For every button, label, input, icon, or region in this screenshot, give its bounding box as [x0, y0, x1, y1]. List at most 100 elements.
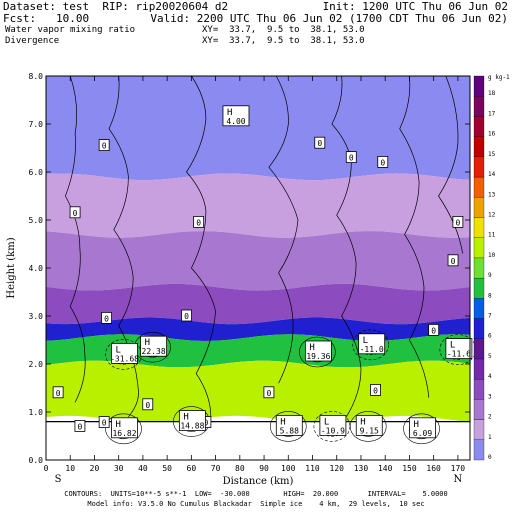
contour-label: 0 [380, 158, 385, 167]
contour-label: 0 [203, 419, 208, 428]
colorbar-unit: g kg-1 [488, 74, 510, 81]
contour-label: 0 [104, 314, 109, 323]
contour-label-box [74, 419, 86, 432]
extremum-box [358, 333, 386, 355]
x-tick-label: 140 [378, 464, 393, 473]
contour-label-box [101, 311, 112, 324]
x-tick-label: 70 [211, 464, 221, 473]
field2-label: Divergence [5, 36, 60, 46]
extremum-value: 4.00 [226, 117, 245, 126]
contour-label: 0 [78, 422, 83, 431]
moisture-band [46, 231, 470, 291]
colorbar-label: 2 [488, 414, 492, 421]
extremum-value: 19.36 [306, 352, 330, 361]
x-tick-label: 90 [259, 464, 269, 473]
x-tick-label: 30 [114, 464, 124, 473]
x-tick-label: 110 [305, 464, 320, 473]
y-axis-label: Height (km) [6, 237, 17, 298]
contour-label: 0 [145, 401, 150, 410]
contour-ring [313, 411, 351, 442]
colorbar-label: 14 [488, 171, 496, 178]
extremum-box [409, 417, 436, 439]
extremum-type: H [183, 413, 188, 423]
contour-label: 0 [317, 139, 322, 148]
contour-label-box [98, 139, 110, 152]
colorbar-swatch [473, 318, 485, 339]
dataset-label: Dataset: test RIP: rip20020604 d2 [3, 0, 229, 13]
colorbar-swatch [473, 379, 485, 400]
colorbar-label: 15 [488, 151, 496, 158]
colorbar-swatch [473, 298, 485, 319]
moisture-band [46, 76, 470, 181]
contour-label: 0 [266, 389, 271, 398]
extremum-type: H [360, 417, 365, 427]
x-tick-label: 10 [65, 464, 75, 473]
extremum-type: L [363, 336, 368, 346]
contour-ring [105, 413, 142, 445]
colorbar-label: 10 [488, 252, 496, 259]
colorbar-swatch [473, 338, 485, 360]
contour-label-box [142, 398, 154, 411]
forecast-label: Fcst: 10.00 [3, 12, 90, 25]
extremum-type: H [309, 343, 314, 353]
contour-label-box [377, 155, 389, 168]
colorbar-label: 1 [488, 434, 492, 441]
contour-ring [269, 411, 307, 442]
extremum-box [355, 414, 383, 436]
colorbar-label: 18 [488, 90, 496, 97]
x-tick-label: 150 [402, 464, 417, 473]
x-tick-label: 0 [44, 464, 49, 473]
extremum-type: H [227, 108, 232, 118]
contour-label-box [314, 136, 326, 149]
extremum-value: 22.38 [142, 347, 166, 356]
y-tick-label: 4.0 [29, 264, 44, 273]
contour-label: 0 [56, 389, 61, 398]
colorbar-label: 17 [488, 110, 496, 117]
extremum-box [111, 342, 138, 364]
colorbar-swatch [473, 176, 485, 198]
colorbar-swatch [473, 358, 485, 380]
colorbar-swatch [473, 116, 485, 137]
contour-line [65, 75, 86, 403]
colorbar-swatch [473, 237, 485, 259]
contour-label-box [345, 151, 357, 164]
colorbar-label: 3 [488, 393, 492, 400]
extremum-value: 14.88 [180, 422, 204, 431]
field1-label: Water vapor mixing ratio [5, 25, 136, 35]
x-end-left: S [55, 474, 62, 485]
x-tick-label: 170 [451, 464, 466, 473]
y-tick-label: 6.0 [29, 168, 44, 177]
extremum-type: H [116, 420, 121, 430]
contour-label-box [193, 215, 205, 228]
contour-ring [403, 413, 440, 445]
x-tick-label: 20 [90, 464, 100, 473]
y-tick-label: 5.0 [29, 216, 44, 225]
colorbar-label: 9 [488, 272, 492, 279]
colorbar-label: 4 [488, 373, 492, 380]
contour-label: 0 [455, 218, 460, 227]
colorbar-label: 11 [488, 232, 496, 239]
valid-label: Valid: 2200 UTC Thu 06 Jun 02 (1700 CDT … [150, 12, 508, 25]
contour-ring [349, 411, 387, 442]
extremum-value: 6.09 [413, 429, 432, 438]
extremum-box [275, 414, 303, 436]
x-tick-label: 80 [235, 464, 245, 473]
moisture-band [46, 283, 470, 325]
contour-label-box [98, 416, 110, 428]
x-tick-label: 60 [187, 464, 197, 473]
contour-label-box [428, 323, 440, 336]
colorbar-swatch [473, 419, 485, 440]
x-tick-label: 130 [354, 464, 369, 473]
y-tick-label: 8.0 [29, 72, 44, 81]
colorbar-swatch [473, 399, 485, 420]
contour-label-box [181, 309, 192, 322]
model-info: Model info: V3.5.0 No Cumulus Blackadar … [87, 500, 425, 508]
contour-line [399, 75, 430, 398]
y-tick-label: 0.0 [29, 456, 44, 465]
extremum-type: L [450, 341, 455, 351]
x-end-right: N [454, 474, 463, 485]
terrain-area [46, 421, 470, 460]
extremum-type: L [116, 345, 121, 355]
extremum-type: H [145, 338, 150, 348]
